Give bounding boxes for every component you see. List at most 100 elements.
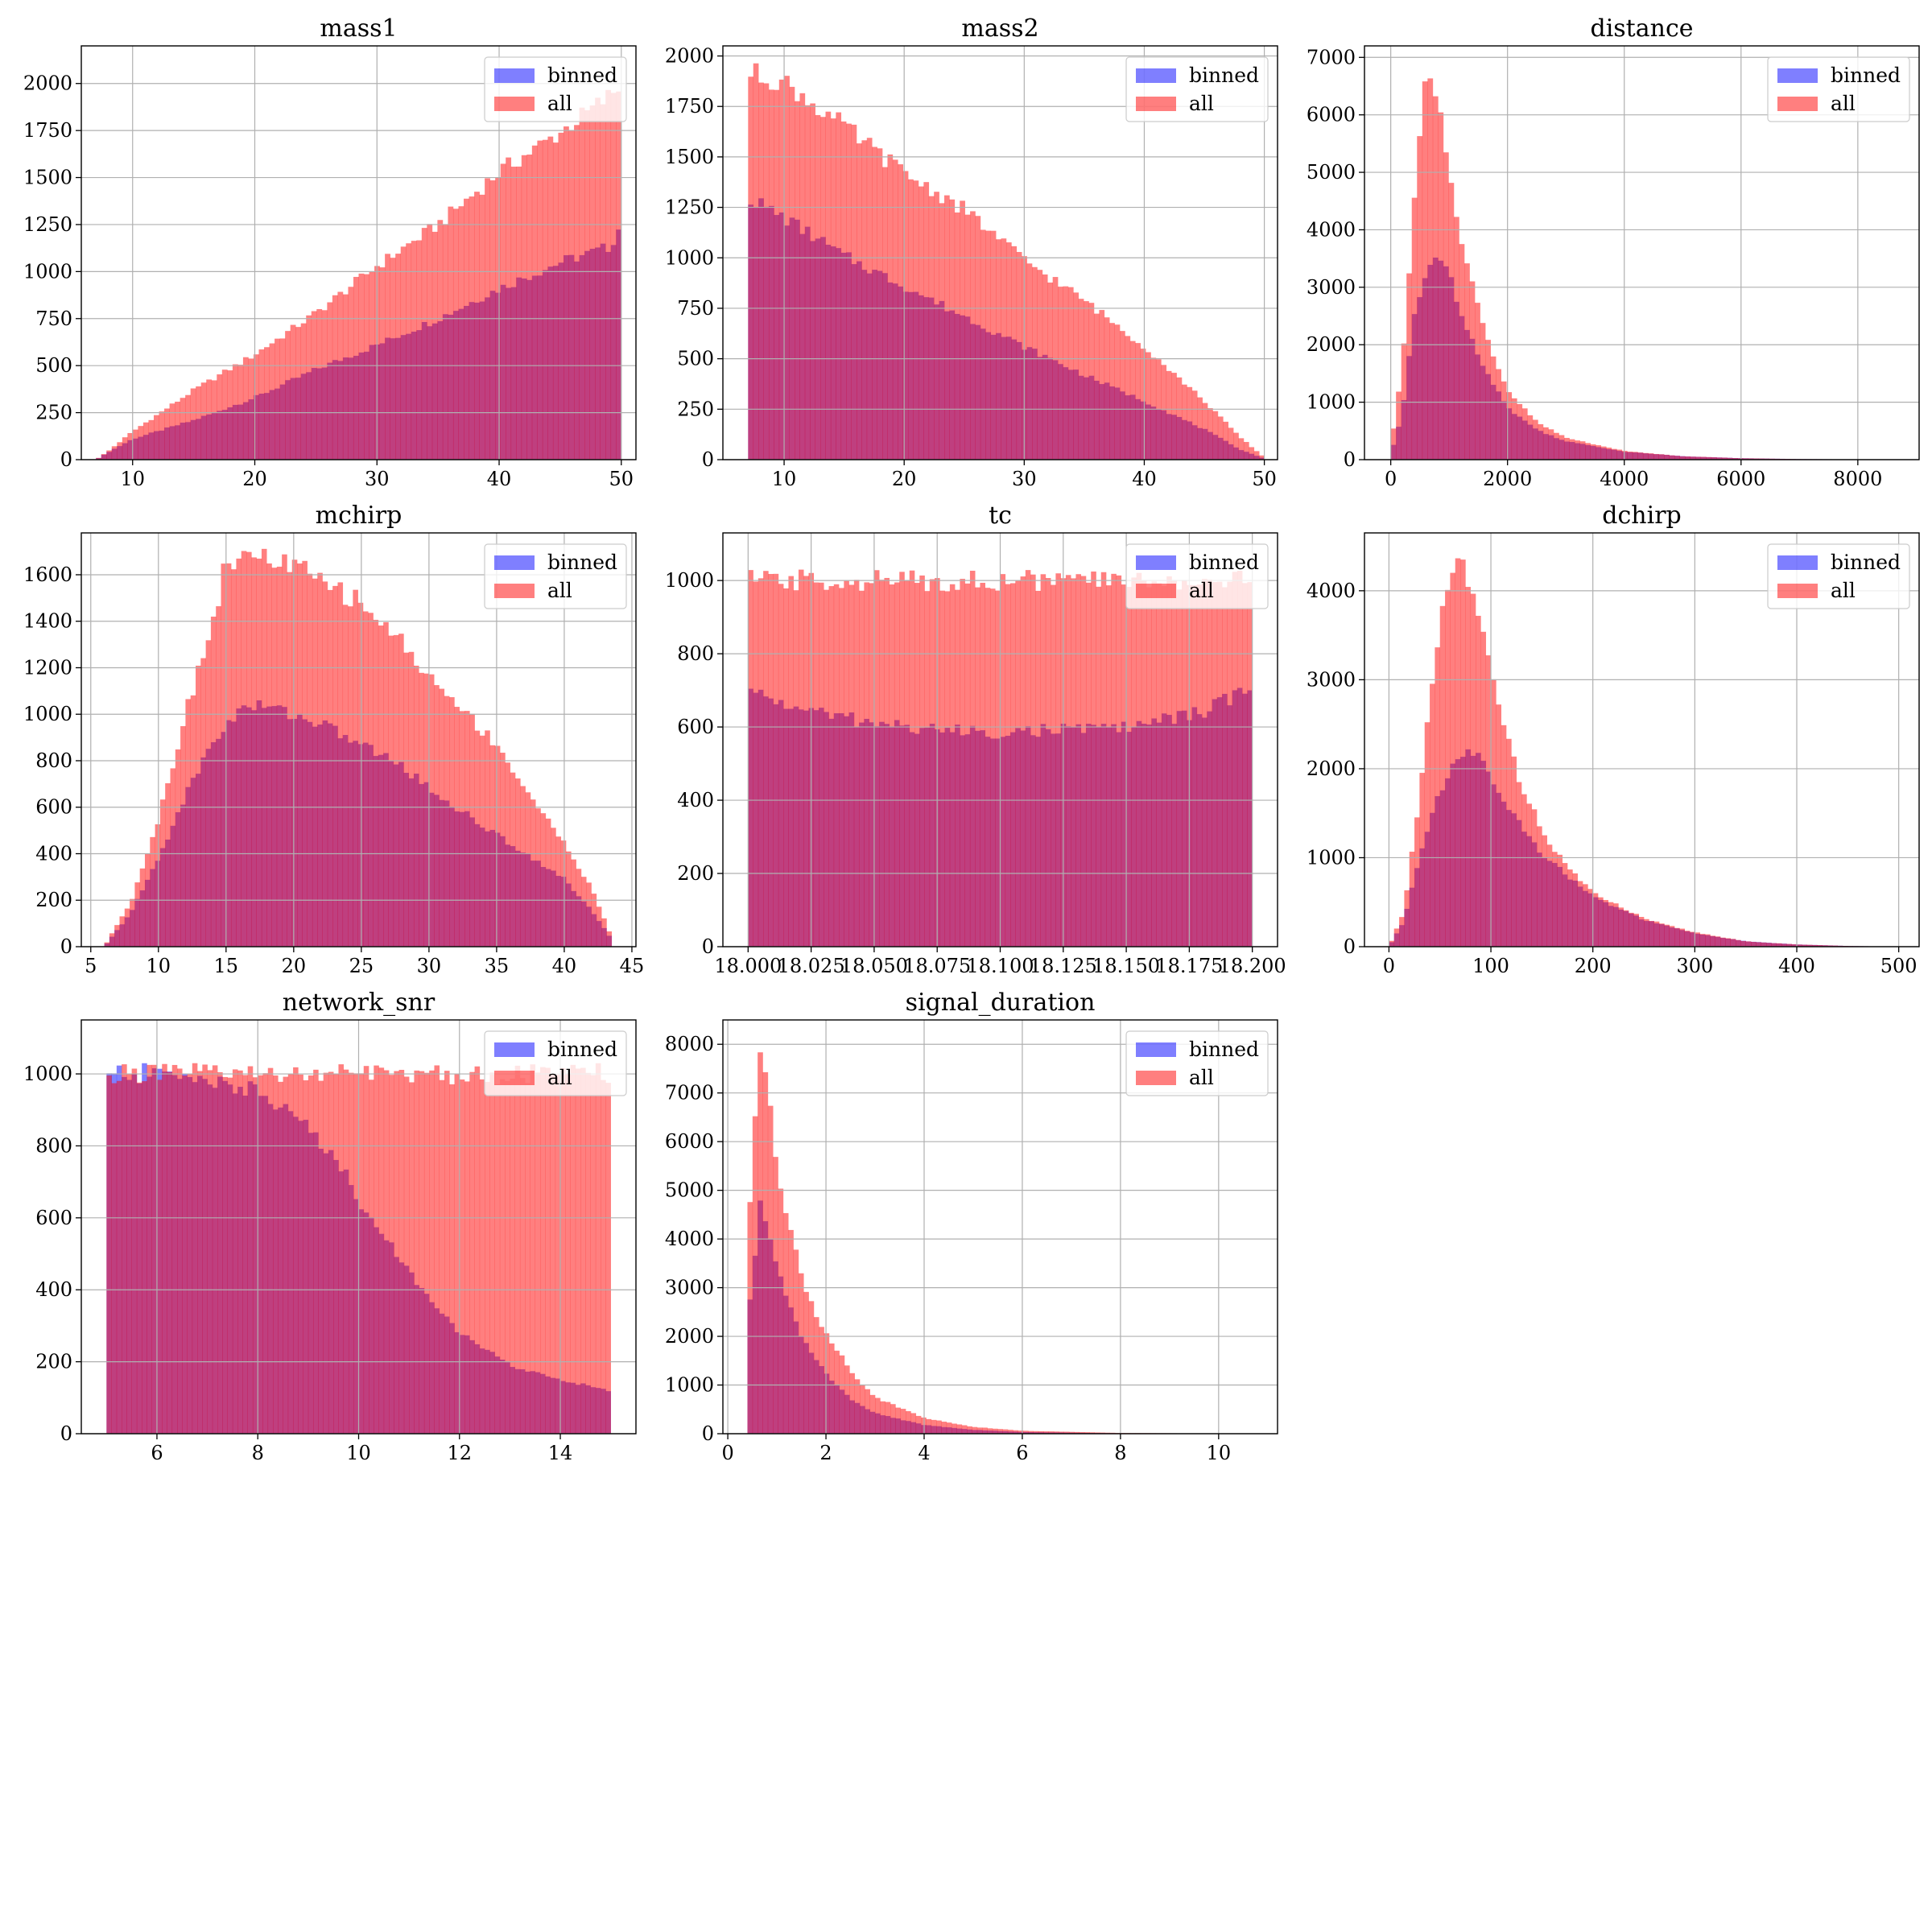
y-tick-label: 1000: [1307, 391, 1356, 414]
bar-all: [768, 573, 774, 947]
bar-all: [1016, 252, 1022, 460]
bar-all: [1393, 928, 1400, 947]
bar-all: [753, 581, 759, 947]
bar-all: [1669, 926, 1675, 947]
axes-frame: [80, 45, 637, 460]
bar-all: [1627, 452, 1633, 460]
bar-all: [1140, 349, 1146, 460]
bar-all: [944, 591, 951, 947]
bar-all: [1078, 299, 1084, 460]
bar-all: [510, 167, 517, 460]
bar-all: [1414, 817, 1420, 947]
bar-all: [793, 1249, 799, 1434]
bar-all: [153, 415, 159, 460]
bar-all: [1558, 435, 1565, 460]
bar-all: [1010, 583, 1016, 947]
bar-all: [1011, 246, 1018, 460]
bar-all: [459, 1079, 465, 1434]
bar-all: [865, 1389, 870, 1434]
bar-all: [1135, 343, 1141, 460]
bar-all: [752, 1116, 758, 1434]
bar-all: [964, 214, 971, 460]
bar-all: [1776, 943, 1782, 947]
bar-all: [1632, 452, 1638, 460]
bar-all: [1679, 456, 1686, 460]
y-tick-label: 4000: [1307, 580, 1356, 602]
bar-all: [175, 401, 180, 460]
bar-all: [364, 274, 369, 460]
bar-all: [1125, 336, 1131, 460]
y-tick-label: 600: [35, 796, 72, 819]
bar-all: [1040, 574, 1046, 947]
bar-all: [337, 582, 344, 947]
bar-all: [1613, 903, 1619, 947]
bar-all: [1791, 944, 1798, 947]
bar-all: [1710, 935, 1715, 947]
bar-all: [564, 126, 569, 460]
bar-all: [1063, 286, 1069, 460]
series-all: [1390, 78, 1917, 460]
bar-all: [485, 1081, 490, 1434]
bar-all: [1171, 373, 1177, 460]
legend-label-all: all: [1189, 579, 1214, 602]
bar-all: [119, 916, 126, 947]
x-tick-label: 30: [1012, 468, 1037, 490]
y-tick-label: 1000: [1307, 846, 1356, 869]
bar-all: [170, 768, 176, 947]
bar-all: [485, 730, 490, 947]
legend-label-all: all: [1189, 92, 1214, 115]
bar-all: [221, 564, 227, 947]
bar-all: [895, 1407, 902, 1434]
bar-all: [514, 1065, 521, 1434]
bar-all: [138, 426, 144, 460]
bar-all: [374, 1065, 379, 1434]
series-all: [104, 548, 613, 947]
bar-all: [1506, 738, 1512, 947]
y-tick-label: 7000: [1307, 46, 1356, 68]
x-tick-label: 500: [1880, 955, 1918, 977]
axes-frame: [1364, 532, 1920, 947]
bar-all: [949, 584, 956, 947]
bar-all: [216, 606, 221, 947]
legend: binned all: [1125, 543, 1269, 609]
x-tick-label: 100: [1472, 955, 1509, 977]
bar-all: [156, 1080, 163, 1434]
bar-all: [1526, 803, 1533, 947]
bar-all: [222, 1076, 228, 1434]
bar-all: [1564, 437, 1570, 460]
legend-label-all: all: [1189, 1066, 1214, 1089]
legend-swatch-binned: [1136, 68, 1176, 83]
bar-all: [212, 1065, 218, 1434]
bar-all: [139, 868, 146, 947]
bar-all: [242, 357, 249, 460]
bar-all: [403, 1076, 410, 1434]
bar-all: [151, 1064, 158, 1434]
bar-all: [1111, 573, 1117, 947]
bar-all: [434, 685, 440, 947]
panel-tc: tc18.00018.02518.05018.07518.10018.12518…: [665, 502, 1286, 977]
bar-all: [159, 411, 165, 460]
bar-all: [1506, 392, 1513, 460]
bar-all: [444, 696, 450, 947]
bar-all: [187, 1073, 193, 1434]
bar-all: [980, 229, 986, 460]
x-tick-label: 20: [892, 468, 917, 490]
bar-all: [1053, 1431, 1059, 1434]
bar-all: [762, 1071, 769, 1434]
bar-all: [1389, 940, 1395, 947]
bar-all: [442, 224, 448, 460]
panel-dchirp: dchirp 0 100 200 300 400 500 0 1000 2000 3000 4000 b…: [1307, 502, 1920, 977]
y-tick-label: 1400: [23, 610, 72, 633]
y-tick-label: 200: [35, 1351, 72, 1373]
legend-swatch-all: [494, 97, 535, 111]
bar-all: [1094, 1432, 1100, 1434]
bar-all: [774, 89, 780, 460]
bar-all: [929, 579, 935, 947]
bar-all: [763, 571, 769, 947]
bar-all: [1511, 398, 1517, 460]
bar-all: [323, 1072, 329, 1434]
bar-all: [1216, 581, 1223, 947]
legend-label-binned: binned: [1189, 64, 1259, 87]
bar-all: [383, 1070, 390, 1434]
bar-all: [1695, 932, 1700, 947]
